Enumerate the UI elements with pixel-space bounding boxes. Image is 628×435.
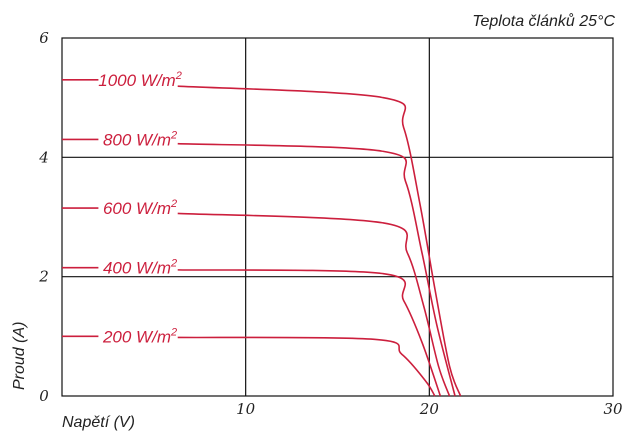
y-tick-label: 6 xyxy=(39,29,49,47)
x-axis-label: Napětí (V) xyxy=(62,414,135,431)
series-label: 800 W/m2 xyxy=(103,129,177,149)
series-curve xyxy=(178,86,461,396)
series-label: 1000 W/m2 xyxy=(98,70,182,90)
temperature-annotation: Teplota článků 25°C xyxy=(472,12,615,30)
y-tick-label: 4 xyxy=(38,148,49,166)
x-tick-label: 30 xyxy=(603,400,623,418)
series-label: 400 W/m2 xyxy=(103,258,177,278)
y-tick-label: 0 xyxy=(39,387,49,405)
series-1000: 1000 W/m2 xyxy=(62,70,461,396)
series-label: 600 W/m2 xyxy=(103,198,177,218)
x-tick-label: 20 xyxy=(419,400,440,418)
series-curve xyxy=(178,337,435,396)
series-200: 200 W/m2 xyxy=(62,326,435,396)
series-curve xyxy=(178,270,441,396)
series-600: 600 W/m2 xyxy=(62,198,450,396)
x-tick-label: 10 xyxy=(236,400,256,418)
series-layer: 1000 W/m2 800 W/m2 600 W/m2 400 W/m2 200 W/m… xyxy=(62,70,461,396)
y-axis-label: Proud (A) xyxy=(11,322,28,390)
series-curve xyxy=(178,213,450,396)
y-tick-label: 2 xyxy=(38,268,49,286)
series-label: 200 W/m2 xyxy=(102,326,177,346)
